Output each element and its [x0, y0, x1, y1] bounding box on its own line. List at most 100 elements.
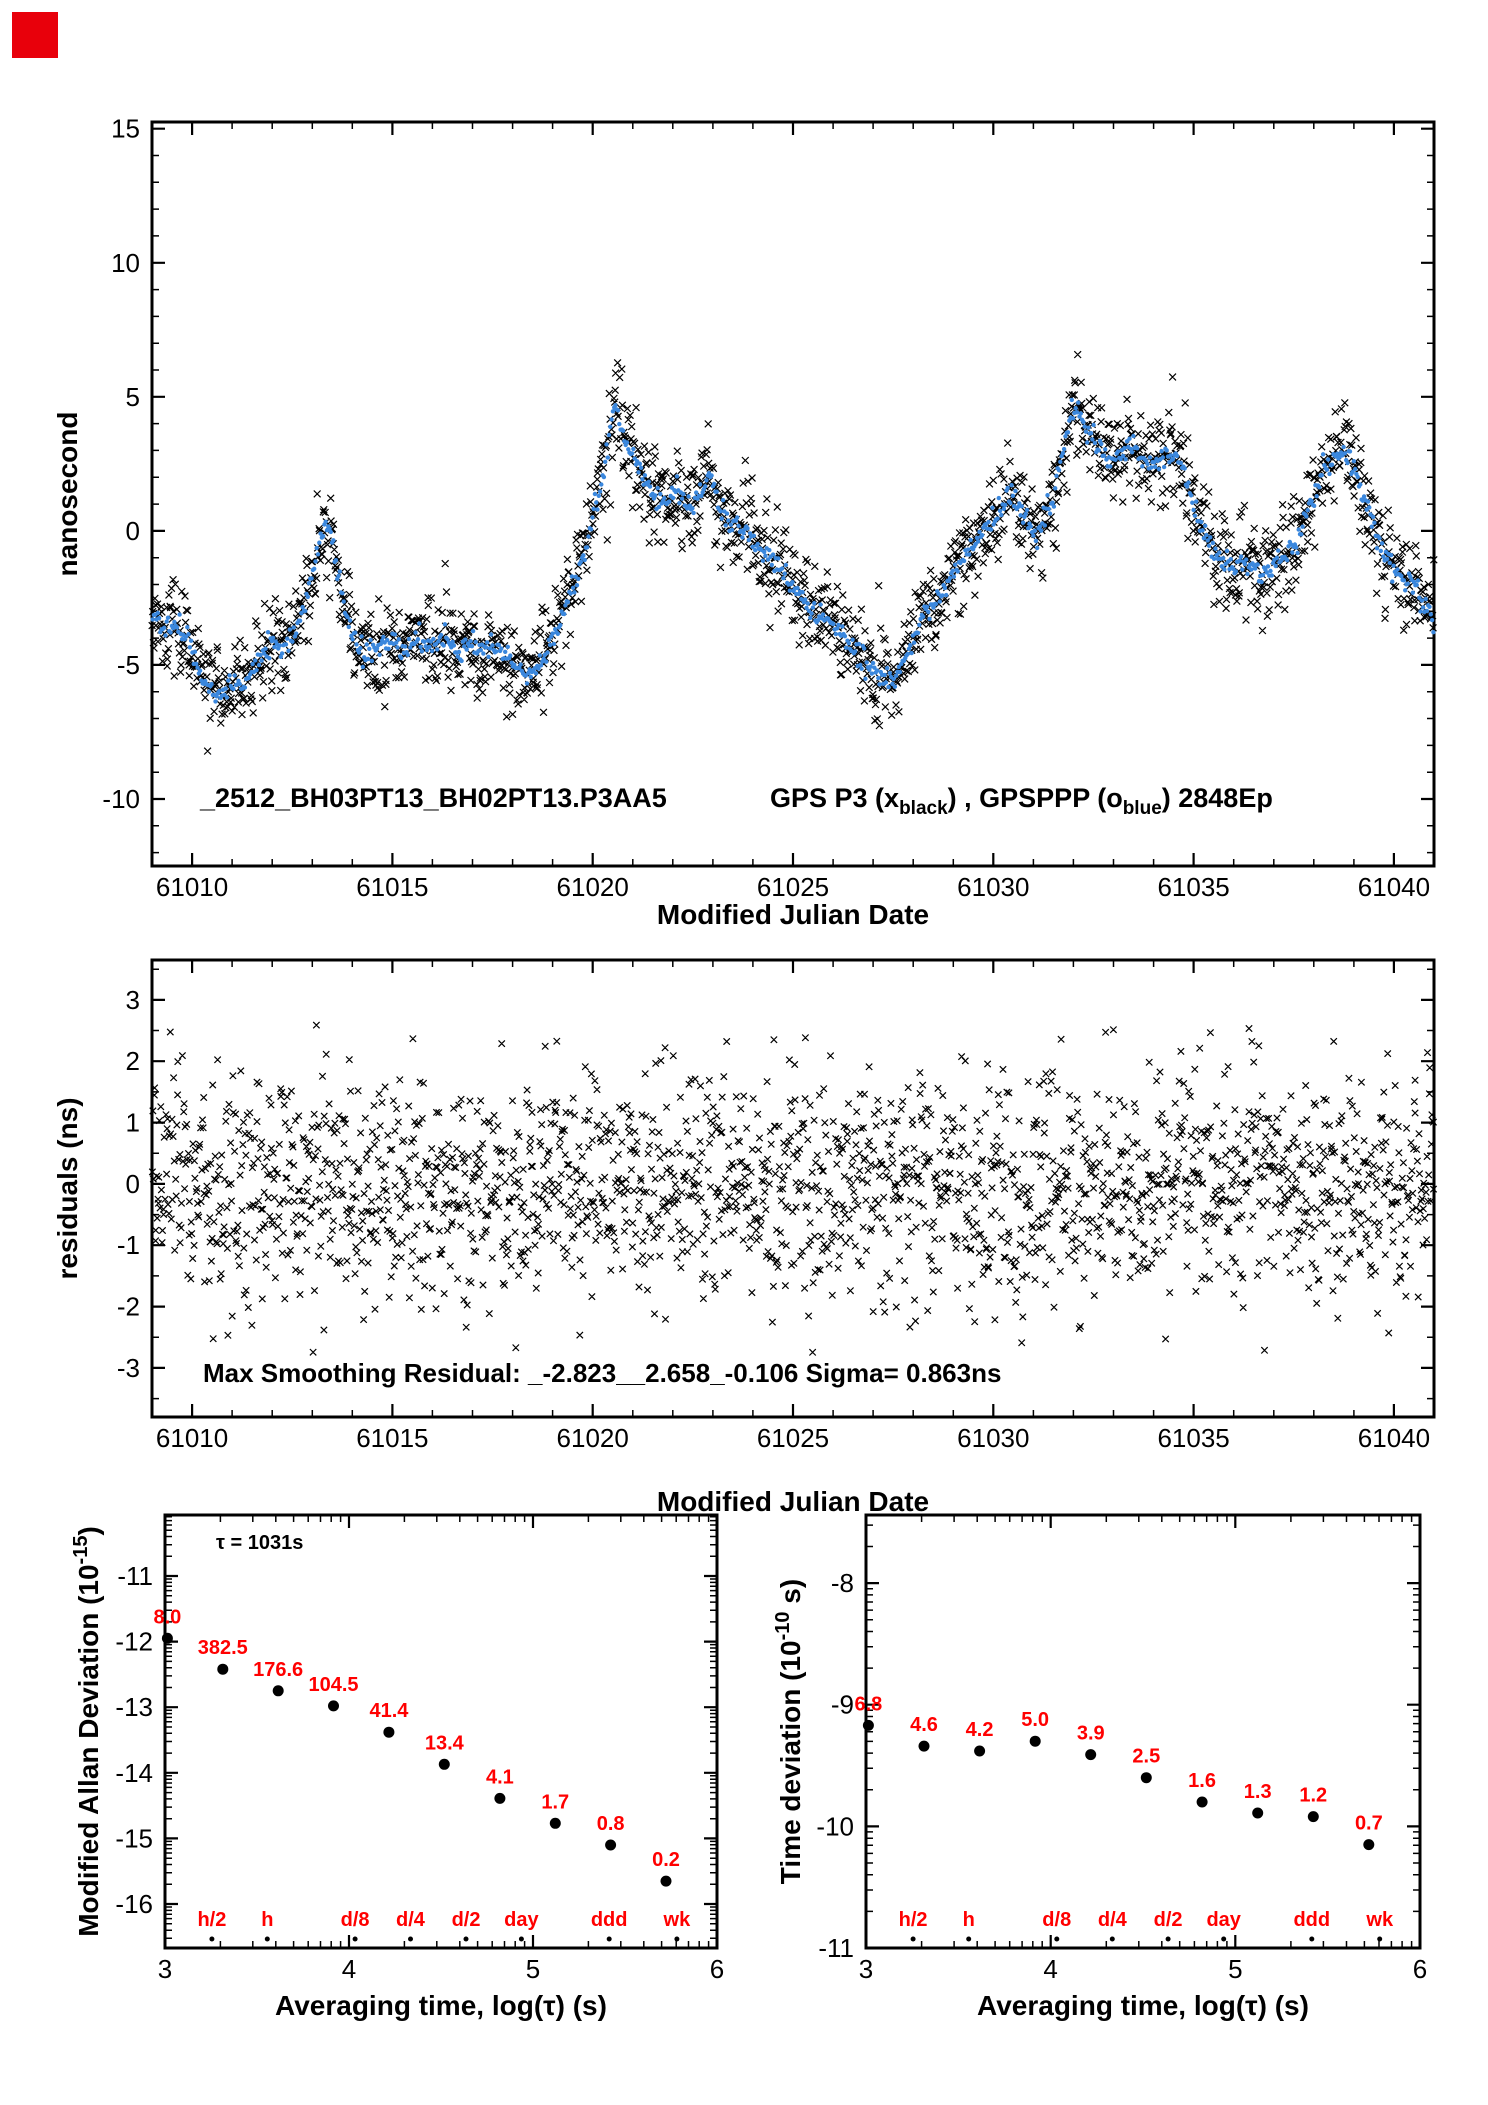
tau-tick-label: d/4: [1098, 1909, 1128, 1931]
svg-text:-13: -13: [115, 1692, 153, 1722]
tau-tick-label: d/4: [396, 1909, 426, 1931]
red-corner-marker: [12, 12, 58, 58]
mdev-point-label: 104.5: [309, 1674, 359, 1696]
major-ticks: [163, 1515, 719, 1948]
svg-text:61040: 61040: [1358, 872, 1430, 902]
svg-text:-5: -5: [117, 650, 140, 680]
svg-text:61010: 61010: [156, 872, 228, 902]
tdev-point: [1363, 1839, 1375, 1851]
svg-text:3: 3: [859, 1954, 873, 1984]
svg-text:61040: 61040: [1358, 1423, 1430, 1453]
plot-frame: [150, 958, 1436, 1419]
svg-text:-15: -15: [115, 1823, 153, 1853]
svg-text:6: 6: [1413, 1954, 1427, 1984]
tdev-point-label: 1.3: [1244, 1781, 1272, 1803]
tau-tick-dot: [1054, 1936, 1060, 1942]
tau-tick-dot: [1377, 1936, 1383, 1942]
mdev-point: [494, 1792, 506, 1804]
svg-text:15: 15: [111, 114, 140, 144]
tick-labels: 3 4 5 6 -11 -12 -13 -14 -15 -16: [115, 1561, 724, 1984]
tdev-point: [862, 1719, 874, 1731]
svg-text:61025: 61025: [757, 1423, 829, 1453]
svg-text:61030: 61030: [957, 872, 1029, 902]
y-axis-title-phase: nanosecond: [52, 412, 83, 577]
mdev-point: [272, 1685, 284, 1697]
svg-text:-14: -14: [115, 1758, 153, 1788]
x-axis-title-mdev: Averaging time, log(τ) (s): [275, 1990, 607, 2021]
tdev-point: [1307, 1811, 1319, 1823]
mdev-point-label: 1.7: [541, 1791, 569, 1813]
panel-residuals: 61010 61015 61020 61025 61030 61035 61040 3 2 1 0 -…: [117, 958, 1438, 1453]
tau-tick-label: wk: [663, 1909, 692, 1931]
tau-tick-label: d/2: [452, 1909, 481, 1931]
svg-text:0: 0: [126, 1169, 140, 1199]
tau-tick-label: ddd: [1293, 1909, 1330, 1931]
tau-tick-dot: [910, 1936, 916, 1942]
tdev-points: 6.8 4.6 4.2 5.0 3.9 2.5 1.6 1.3 1.2 0.7: [854, 1693, 1383, 1851]
tdev-point: [974, 1745, 986, 1757]
x-axis-title-tdev: Averaging time, log(τ) (s): [977, 1990, 1309, 2021]
major-ticks: [152, 122, 1434, 866]
tau-tick-label: day: [1206, 1909, 1241, 1931]
svg-text:61015: 61015: [356, 872, 428, 902]
svg-text:61015: 61015: [356, 1423, 428, 1453]
svg-text:-8: -8: [831, 1568, 854, 1598]
tau-tick-dot: [264, 1936, 270, 1942]
svg-text:5: 5: [126, 382, 140, 412]
tau-tick-dot: [1109, 1936, 1115, 1942]
y-axis-title-tdev: Time deviation (10-10 s): [772, 1579, 806, 1884]
svg-text:61030: 61030: [957, 1423, 1029, 1453]
svg-text:61020: 61020: [557, 1423, 629, 1453]
tdev-point-label: 1.2: [1299, 1785, 1327, 1807]
series-legend-label: GPS P3 (xblack) , GPSPPP (oblue) 2848Ep: [770, 783, 1273, 819]
svg-text:-12: -12: [115, 1627, 153, 1657]
tau-tick-dot: [463, 1936, 469, 1942]
tau-tick-label: day: [504, 1909, 539, 1931]
tau-tick-dot: [606, 1936, 612, 1942]
tdev-point: [1029, 1735, 1041, 1747]
mdev-point-label: 176.6: [253, 1659, 303, 1681]
mdev-point: [383, 1726, 395, 1738]
svg-text:6: 6: [710, 1954, 724, 1984]
svg-text:4: 4: [1043, 1954, 1057, 1984]
svg-text:-10: -10: [816, 1811, 854, 1841]
svg-text:3: 3: [126, 985, 140, 1015]
major-ticks: [152, 960, 1434, 1417]
major-ticks: [864, 1515, 1422, 1950]
mdev-point-label: 13.4: [425, 1732, 465, 1754]
panel-phase: 61010 61015 61020 61025 61030 61035 61040 15 10 5…: [102, 114, 1438, 902]
tau-tick-dot: [352, 1936, 358, 1942]
svg-text:61035: 61035: [1157, 872, 1229, 902]
tau-tick-dot: [518, 1936, 524, 1942]
svg-text:-11: -11: [818, 1933, 854, 1963]
x-axis-title-phase: Modified Julian Date: [657, 899, 929, 930]
svg-text:5: 5: [526, 1954, 540, 1984]
svg-text:-16: -16: [115, 1889, 153, 1919]
mdev-point-label: 8.0: [153, 1606, 181, 1628]
svg-text:3: 3: [158, 1954, 172, 1984]
tau-tick-label: d/8: [341, 1909, 370, 1931]
plot-frame: [864, 1513, 1422, 1950]
panel-tdev: 3 4 5 6 -8 -9 -10 -11 6.8 4.6 4.2 5.0 3.9 2.5 1.6 1.3 1.…: [816, 1513, 1427, 1984]
svg-text:-1: -1: [117, 1230, 140, 1260]
residuals-scatter: [148, 1021, 1438, 1356]
tau-tick-dot: [408, 1936, 413, 1942]
svg-text:-3: -3: [117, 1353, 140, 1383]
mdev-point-label: 0.2: [652, 1849, 680, 1871]
tau-tick-label: ddd: [591, 1909, 628, 1931]
tdev-point-label: 1.6: [1188, 1770, 1216, 1792]
mdev-point: [549, 1817, 561, 1829]
tau-tick-dot: [1309, 1936, 1315, 1942]
mdev-point-label: 4.1: [486, 1766, 514, 1788]
tick-labels: 61010 61015 61020 61025 61030 61035 61040 3 2 1 0 -…: [117, 985, 1430, 1453]
tdev-point-label: 2.5: [1132, 1746, 1160, 1768]
tau-tick-label: h: [963, 1909, 975, 1931]
tau-tick-dot: [1165, 1936, 1171, 1942]
mdev-tau-ticks: h/2 h d/8 d/4 d/2 day ddd wk: [197, 1909, 691, 1942]
tau-tick-dot: [966, 1936, 972, 1942]
tau-tick-dot: [1221, 1936, 1227, 1942]
residual-stats-label: Max Smoothing Residual: _-2.823__2.658_-…: [203, 1358, 1001, 1388]
